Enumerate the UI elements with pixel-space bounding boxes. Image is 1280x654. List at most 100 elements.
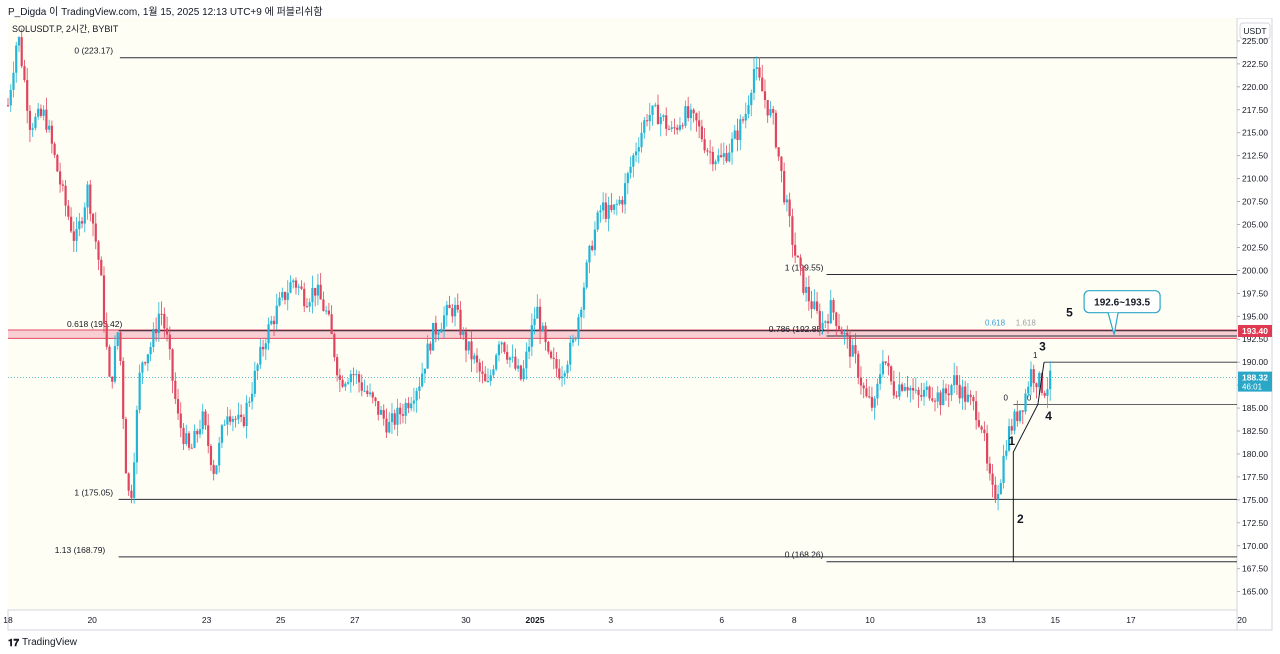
x-tick-label: 23 bbox=[202, 615, 212, 625]
candle-body bbox=[673, 127, 676, 129]
candle-body bbox=[1049, 370, 1052, 390]
candle-body bbox=[53, 143, 56, 155]
candle-body bbox=[124, 418, 128, 474]
candle-body bbox=[1010, 426, 1013, 431]
candle-body bbox=[220, 425, 224, 443]
candle-body bbox=[931, 398, 934, 401]
candle-body bbox=[256, 364, 259, 371]
candle-body bbox=[988, 463, 991, 474]
candle-body bbox=[623, 183, 627, 205]
fib-level-label: 0 (223.17) bbox=[74, 46, 113, 56]
x-tick-label: 30 bbox=[461, 615, 471, 625]
candle-body bbox=[300, 286, 303, 289]
price-tag-label: 193.40 bbox=[1242, 326, 1268, 336]
candle-body bbox=[969, 394, 972, 398]
x-tick-label: 25 bbox=[276, 615, 286, 625]
candle-body bbox=[116, 332, 119, 347]
candle-body bbox=[366, 390, 369, 395]
candle-body bbox=[390, 413, 394, 423]
x-tick-label: 13 bbox=[976, 615, 986, 625]
candle-body bbox=[733, 130, 736, 139]
y-tick-label: 205.00 bbox=[1242, 220, 1268, 230]
candle-body bbox=[862, 385, 865, 389]
y-tick-label: 190.00 bbox=[1242, 357, 1268, 367]
candle-body bbox=[388, 422, 391, 433]
x-tick-label: 27 bbox=[350, 615, 360, 625]
candle-body bbox=[412, 400, 416, 404]
candle-body bbox=[100, 259, 103, 276]
price-tag-countdown: 46:01 bbox=[1242, 383, 1263, 392]
candle-body bbox=[20, 37, 23, 67]
candle-body bbox=[456, 304, 459, 310]
candle-body bbox=[519, 365, 522, 380]
candle-body bbox=[12, 72, 15, 90]
price-tag[interactable] bbox=[1238, 324, 1272, 337]
candle-body bbox=[717, 155, 720, 162]
candle-body bbox=[719, 155, 723, 157]
candle-body bbox=[928, 386, 931, 399]
candle-body bbox=[552, 357, 555, 359]
candle-body bbox=[31, 128, 34, 130]
candle-body bbox=[286, 292, 289, 300]
fib-level-label: 0.618 (193.42) bbox=[67, 319, 122, 329]
y-tick-label: 197.50 bbox=[1242, 288, 1268, 298]
candle-body bbox=[983, 429, 986, 434]
candle-body bbox=[659, 117, 662, 125]
fib-level-label: 1 (175.05) bbox=[74, 487, 113, 497]
candle-body bbox=[467, 341, 470, 351]
candle-body bbox=[698, 120, 701, 127]
y-tick-label: 170.00 bbox=[1242, 541, 1268, 551]
candle-body bbox=[602, 202, 605, 211]
candle-body bbox=[377, 401, 380, 415]
candle-body bbox=[336, 357, 339, 376]
candle-body bbox=[357, 374, 361, 383]
candle-body bbox=[157, 313, 160, 334]
candle-body bbox=[991, 473, 994, 485]
plot-area[interactable] bbox=[8, 18, 1237, 610]
candle-body bbox=[936, 392, 939, 402]
fib-ratio-label: 1.618 bbox=[1016, 318, 1037, 327]
candle-body bbox=[464, 331, 468, 351]
wave-label-1: 1 bbox=[1008, 434, 1015, 448]
candle-body bbox=[212, 464, 215, 474]
candle-body bbox=[434, 322, 437, 335]
candle-body bbox=[645, 120, 649, 122]
candle-body bbox=[1021, 410, 1024, 412]
candle-body bbox=[316, 284, 320, 296]
candle-body bbox=[563, 373, 566, 377]
candle-body bbox=[522, 368, 525, 380]
tradingview-logo-text[interactable]: TradingView bbox=[22, 637, 78, 648]
candle-body bbox=[462, 331, 465, 335]
candle-body bbox=[895, 395, 898, 397]
target-callout-pointer bbox=[1107, 312, 1119, 335]
currency-unit-box[interactable] bbox=[1239, 22, 1271, 40]
candle-body bbox=[843, 332, 846, 335]
currency-unit: USDT bbox=[1243, 26, 1266, 36]
candle-body bbox=[689, 109, 693, 119]
candle-body bbox=[665, 115, 668, 129]
candle-body bbox=[569, 342, 572, 365]
target-callout-box[interactable] bbox=[1083, 290, 1161, 314]
candlestick-chart[interactable]: 0 (223.17)1 (175.05)1.13 (168.79)1 (199.… bbox=[0, 18, 1280, 632]
y-tick-label: 210.00 bbox=[1242, 174, 1268, 184]
candle-body bbox=[933, 400, 937, 402]
candle-body bbox=[215, 465, 218, 474]
price-tag[interactable] bbox=[1238, 371, 1272, 392]
candle-body bbox=[179, 413, 182, 428]
candle-body bbox=[709, 151, 712, 153]
wave-label-3: 3 bbox=[1039, 339, 1046, 353]
candle-body bbox=[887, 363, 890, 367]
candle-body bbox=[906, 387, 909, 391]
candle-body bbox=[393, 413, 396, 425]
candle-body bbox=[486, 381, 490, 383]
candle-body bbox=[785, 199, 789, 203]
candle-body bbox=[484, 373, 487, 382]
candle-body bbox=[404, 402, 407, 416]
target-callout-label: 192.6~193.5 bbox=[1094, 298, 1150, 309]
price-axis[interactable] bbox=[1236, 18, 1273, 631]
candle-body bbox=[999, 482, 1002, 495]
time-axis[interactable] bbox=[7, 609, 1238, 631]
price-tag-label: 188.32 bbox=[1242, 373, 1268, 383]
candle-body bbox=[72, 231, 75, 241]
candle-body bbox=[308, 302, 311, 307]
